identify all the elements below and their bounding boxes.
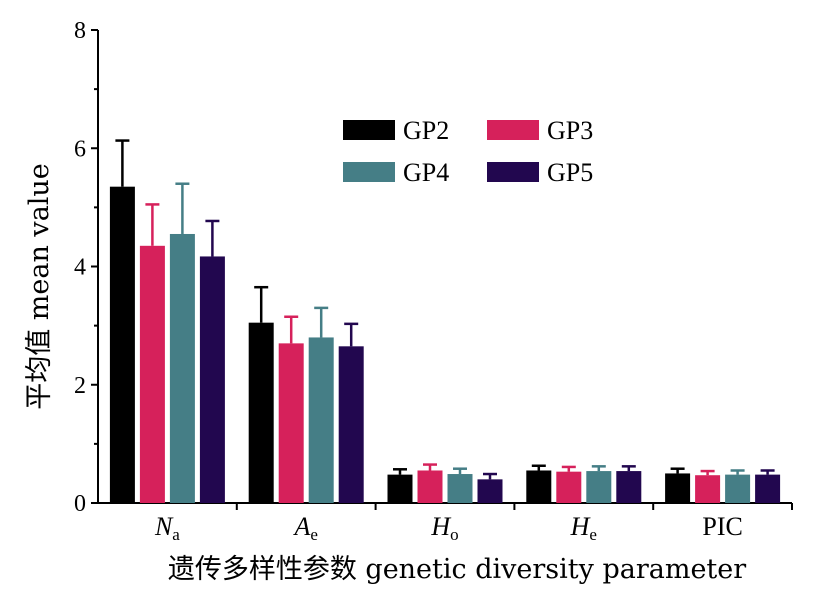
y-tick-label: 4 — [74, 255, 86, 281]
legend-item-gp3: GP3 — [487, 116, 593, 145]
legend-item-gp2: GP2 — [343, 116, 449, 145]
legend-item-gp5: GP5 — [487, 158, 593, 187]
bar-gp2 — [109, 186, 135, 503]
bar-gp2 — [387, 474, 413, 503]
legend-swatch — [487, 162, 539, 182]
y-axis-title: 平均值 mean value — [24, 163, 55, 410]
bar-gp2 — [526, 470, 552, 503]
legend-swatch — [487, 120, 539, 140]
x-tick-label: PIC — [702, 512, 742, 541]
x-tick-label: He — [570, 512, 597, 544]
legend-label: GP5 — [547, 158, 593, 187]
bar-gp5 — [755, 474, 781, 503]
y-tick-label: 2 — [74, 373, 86, 399]
legend-label: GP4 — [403, 158, 449, 187]
y-tick-label: 0 — [74, 491, 86, 517]
x-tick-label: Ae — [292, 512, 317, 544]
bar-gp5 — [616, 471, 642, 503]
bar-gp5 — [477, 479, 503, 503]
bar-gp2 — [665, 473, 691, 503]
x-tick-label: Na — [154, 512, 180, 544]
x-tick-label: Ho — [430, 512, 458, 544]
bar-gp4 — [308, 337, 334, 503]
y-tick-label: 6 — [74, 136, 86, 162]
bar-gp4 — [447, 474, 473, 503]
bar-gp3 — [278, 343, 304, 503]
bar-gp5 — [199, 256, 225, 503]
bar-gp2 — [248, 322, 274, 503]
legend: GP2 GP3 GP4 GP5 — [343, 116, 593, 187]
bars — [109, 139, 781, 503]
legend-swatch — [343, 120, 395, 140]
bar-gp3 — [139, 245, 165, 503]
bar-gp3 — [556, 471, 582, 503]
legend-label: GP3 — [547, 116, 593, 145]
y-tick-label: 8 — [74, 18, 86, 44]
legend-label: GP2 — [403, 116, 449, 145]
x-axis-title: 遗传多样性参数 genetic diversity parameter — [168, 554, 746, 585]
bar-gp5 — [338, 346, 364, 503]
bar-gp4 — [725, 474, 751, 503]
bar-gp4 — [586, 471, 612, 503]
bar-gp4 — [169, 233, 195, 503]
legend-swatch — [343, 162, 395, 182]
bar-gp3 — [695, 475, 721, 503]
legend-item-gp4: GP4 — [343, 158, 449, 187]
bar-gp3 — [417, 470, 443, 503]
